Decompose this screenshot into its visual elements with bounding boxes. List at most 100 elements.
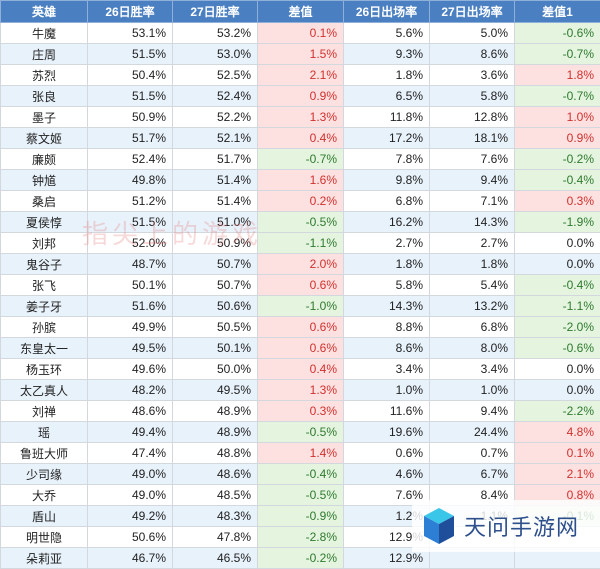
cell-pickrate-26: 3.4% (344, 359, 430, 380)
cell-hero: 苏烈 (1, 65, 88, 86)
cell-pickrate-diff: -0.7% (515, 44, 600, 65)
header-winrate-26[interactable]: 26日胜率 (88, 1, 173, 23)
cell-winrate-26: 49.6% (88, 359, 173, 380)
cell-winrate-diff: -2.8% (258, 527, 344, 548)
cell-winrate-26: 50.6% (88, 527, 173, 548)
cell-winrate-diff: 1.5% (258, 44, 344, 65)
cell-hero: 蔡文姬 (1, 128, 88, 149)
cell-winrate-26: 53.1% (88, 23, 173, 44)
cell-winrate-26: 51.5% (88, 212, 173, 233)
cell-pickrate-26: 1.0% (344, 380, 430, 401)
cell-pickrate-diff: 0.0% (515, 380, 600, 401)
cell-pickrate-26: 8.8% (344, 317, 430, 338)
cell-winrate-diff: 0.6% (258, 317, 344, 338)
cell-hero: 东皇太一 (1, 338, 88, 359)
cell-pickrate-diff: -0.4% (515, 275, 600, 296)
cell-winrate-27: 53.2% (173, 23, 258, 44)
cell-pickrate-26: 1.8% (344, 65, 430, 86)
cell-pickrate-diff: -2.2% (515, 401, 600, 422)
cell-pickrate-26: 0.6% (344, 443, 430, 464)
cell-hero: 桑启 (1, 191, 88, 212)
cell-winrate-diff: -0.5% (258, 212, 344, 233)
cell-pickrate-27: 5.4% (430, 275, 515, 296)
cell-winrate-27: 48.3% (173, 506, 258, 527)
cell-hero: 廉颇 (1, 149, 88, 170)
cell-winrate-26: 52.0% (88, 233, 173, 254)
cell-winrate-diff: 0.3% (258, 401, 344, 422)
header-winrate-27[interactable]: 27日胜率 (173, 1, 258, 23)
cell-hero: 大乔 (1, 485, 88, 506)
cell-pickrate-diff: 0.0% (515, 233, 600, 254)
cell-winrate-diff: 0.6% (258, 275, 344, 296)
cell-winrate-27: 52.5% (173, 65, 258, 86)
cell-hero: 牛魔 (1, 23, 88, 44)
cell-winrate-27: 50.0% (173, 359, 258, 380)
cell-pickrate-diff: 4.8% (515, 422, 600, 443)
cell-winrate-26: 50.9% (88, 107, 173, 128)
cell-pickrate-diff: 0.3% (515, 191, 600, 212)
cell-hero: 盾山 (1, 506, 88, 527)
cell-winrate-diff: -0.7% (258, 149, 344, 170)
cell-pickrate-26: 2.7% (344, 233, 430, 254)
header-pickrate-27[interactable]: 27日出场率 (430, 1, 515, 23)
cell-pickrate-26: 19.6% (344, 422, 430, 443)
cell-winrate-26: 49.8% (88, 170, 173, 191)
cell-pickrate-diff: 0.9% (515, 128, 600, 149)
cell-winrate-26: 49.9% (88, 317, 173, 338)
cell-winrate-26: 47.4% (88, 443, 173, 464)
cell-hero: 刘禅 (1, 401, 88, 422)
cell-winrate-diff: 2.0% (258, 254, 344, 275)
cell-winrate-26: 48.7% (88, 254, 173, 275)
cell-winrate-26: 48.6% (88, 401, 173, 422)
header-pickrate-26[interactable]: 26日出场率 (344, 1, 430, 23)
cell-pickrate-27: 7.1% (430, 191, 515, 212)
cell-hero: 张飞 (1, 275, 88, 296)
header-pickrate-diff[interactable]: 差值1 (515, 1, 600, 23)
cell-winrate-26: 51.5% (88, 44, 173, 65)
site-logo-text: 天问手游网 (464, 510, 579, 542)
cube-logo-icon (422, 506, 456, 546)
header-hero[interactable]: 英雄 (1, 1, 88, 23)
cell-winrate-27: 52.1% (173, 128, 258, 149)
cell-winrate-diff: -0.2% (258, 548, 344, 569)
cell-pickrate-27: 2.7% (430, 233, 515, 254)
header-winrate-diff[interactable]: 差值 (258, 1, 344, 23)
cell-winrate-27: 51.7% (173, 149, 258, 170)
cell-pickrate-diff: -1.1% (515, 296, 600, 317)
cell-pickrate-diff: -0.6% (515, 23, 600, 44)
cell-hero: 庄周 (1, 44, 88, 65)
cell-winrate-26: 51.7% (88, 128, 173, 149)
cell-hero: 鲁班大师 (1, 443, 88, 464)
cell-winrate-27: 51.0% (173, 212, 258, 233)
cell-winrate-diff: -0.5% (258, 485, 344, 506)
cell-hero: 刘邦 (1, 233, 88, 254)
cell-pickrate-26: 9.8% (344, 170, 430, 191)
cell-hero: 明世隐 (1, 527, 88, 548)
cell-winrate-27: 48.9% (173, 401, 258, 422)
cell-pickrate-diff: -0.7% (515, 86, 600, 107)
cell-winrate-26: 46.7% (88, 548, 173, 569)
cell-hero: 张良 (1, 86, 88, 107)
cell-pickrate-27: 0.7% (430, 443, 515, 464)
site-logo[interactable]: 天问手游网 (412, 500, 600, 552)
cell-winrate-26: 49.0% (88, 485, 173, 506)
cell-hero: 瑶 (1, 422, 88, 443)
cell-winrate-27: 52.4% (173, 86, 258, 107)
cell-winrate-27: 50.1% (173, 338, 258, 359)
cell-pickrate-27: 6.7% (430, 464, 515, 485)
cell-winrate-26: 49.0% (88, 464, 173, 485)
cell-winrate-26: 51.2% (88, 191, 173, 212)
cell-pickrate-27: 13.2% (430, 296, 515, 317)
cell-pickrate-27: 14.3% (430, 212, 515, 233)
cell-pickrate-27: 5.8% (430, 86, 515, 107)
cell-pickrate-26: 8.6% (344, 338, 430, 359)
